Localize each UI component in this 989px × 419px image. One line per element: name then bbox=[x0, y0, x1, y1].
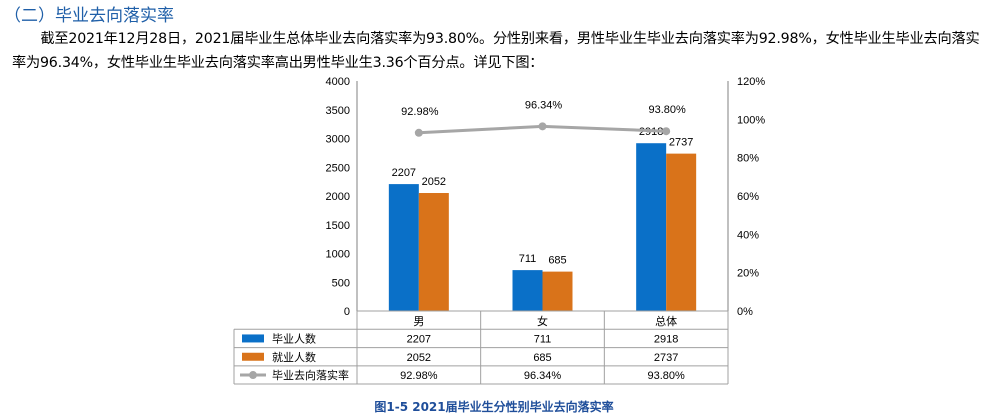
left-axis-tick-label: 3500 bbox=[326, 105, 350, 117]
rate-point bbox=[538, 122, 547, 131]
bar-graduates bbox=[388, 184, 419, 311]
table-cell: 2737 bbox=[654, 352, 678, 364]
table-cell: 2918 bbox=[654, 333, 678, 345]
legend-label: 毕业去向落实率 bbox=[272, 368, 349, 382]
intro-paragraph: 截至2021年12月28日，2021届毕业生总体毕业去向落实率为93.80%。分… bbox=[12, 31, 980, 71]
category-label: 男 bbox=[413, 316, 424, 328]
bar-graduates bbox=[636, 143, 667, 311]
left-axis-tick-label: 2000 bbox=[326, 191, 350, 203]
rate-label: 93.80% bbox=[649, 104, 687, 116]
right-axis-tick-label: 80% bbox=[737, 153, 759, 165]
left-axis-tick-label: 3000 bbox=[326, 134, 350, 146]
table-cell: 92.98% bbox=[400, 370, 438, 382]
bar-value-label: 685 bbox=[548, 255, 566, 267]
bar-graduates bbox=[512, 270, 543, 311]
table-cell: 96.34% bbox=[524, 370, 562, 382]
legend-marker bbox=[249, 371, 257, 380]
rate-point bbox=[414, 128, 423, 137]
left-axis-tick-label: 2500 bbox=[326, 162, 350, 174]
figure-caption: 图1-5 2021届毕业生分性别毕业去向落实率 bbox=[374, 399, 613, 414]
rate-point bbox=[662, 127, 671, 136]
right-axis-tick-label: 120% bbox=[737, 76, 765, 88]
table-cell: 711 bbox=[534, 333, 552, 345]
category-label: 女 bbox=[537, 314, 548, 328]
bar-value-label: 2052 bbox=[422, 176, 446, 188]
right-axis-tick-label: 40% bbox=[737, 229, 759, 241]
right-axis-tick-label: 100% bbox=[737, 114, 765, 126]
table-cell: 2052 bbox=[407, 352, 431, 364]
table-cell: 685 bbox=[533, 352, 551, 364]
left-axis-tick-label: 0 bbox=[344, 306, 350, 318]
table-cell: 93.80% bbox=[648, 370, 686, 382]
left-axis-tick-label: 500 bbox=[332, 277, 350, 289]
left-axis-tick-label: 1500 bbox=[326, 220, 350, 232]
legend-swatch-0 bbox=[242, 334, 264, 343]
bar-value-label: 2207 bbox=[392, 167, 416, 179]
legend-swatch-1 bbox=[242, 352, 264, 361]
legend-label: 就业人数 bbox=[272, 350, 316, 364]
rate-label: 96.34% bbox=[525, 99, 563, 111]
right-axis-tick-label: 20% bbox=[737, 268, 759, 280]
bar-employed bbox=[542, 271, 573, 311]
section-heading: （二）毕业去向落实率 bbox=[4, 6, 174, 26]
bar-value-label: 711 bbox=[519, 253, 537, 265]
table-cell: 2207 bbox=[407, 333, 431, 345]
left-axis-tick-label: 4000 bbox=[326, 76, 350, 88]
rate-label: 92.98% bbox=[401, 106, 439, 118]
bar-employed bbox=[666, 153, 697, 311]
left-axis-tick-label: 1000 bbox=[326, 249, 350, 261]
right-axis-tick-label: 0% bbox=[737, 306, 753, 318]
category-label: 总体 bbox=[655, 314, 677, 328]
right-axis-tick-label: 60% bbox=[737, 191, 759, 203]
legend-label: 毕业人数 bbox=[272, 332, 316, 345]
bar-employed bbox=[418, 193, 449, 311]
bar-value-label: 2737 bbox=[669, 137, 693, 149]
